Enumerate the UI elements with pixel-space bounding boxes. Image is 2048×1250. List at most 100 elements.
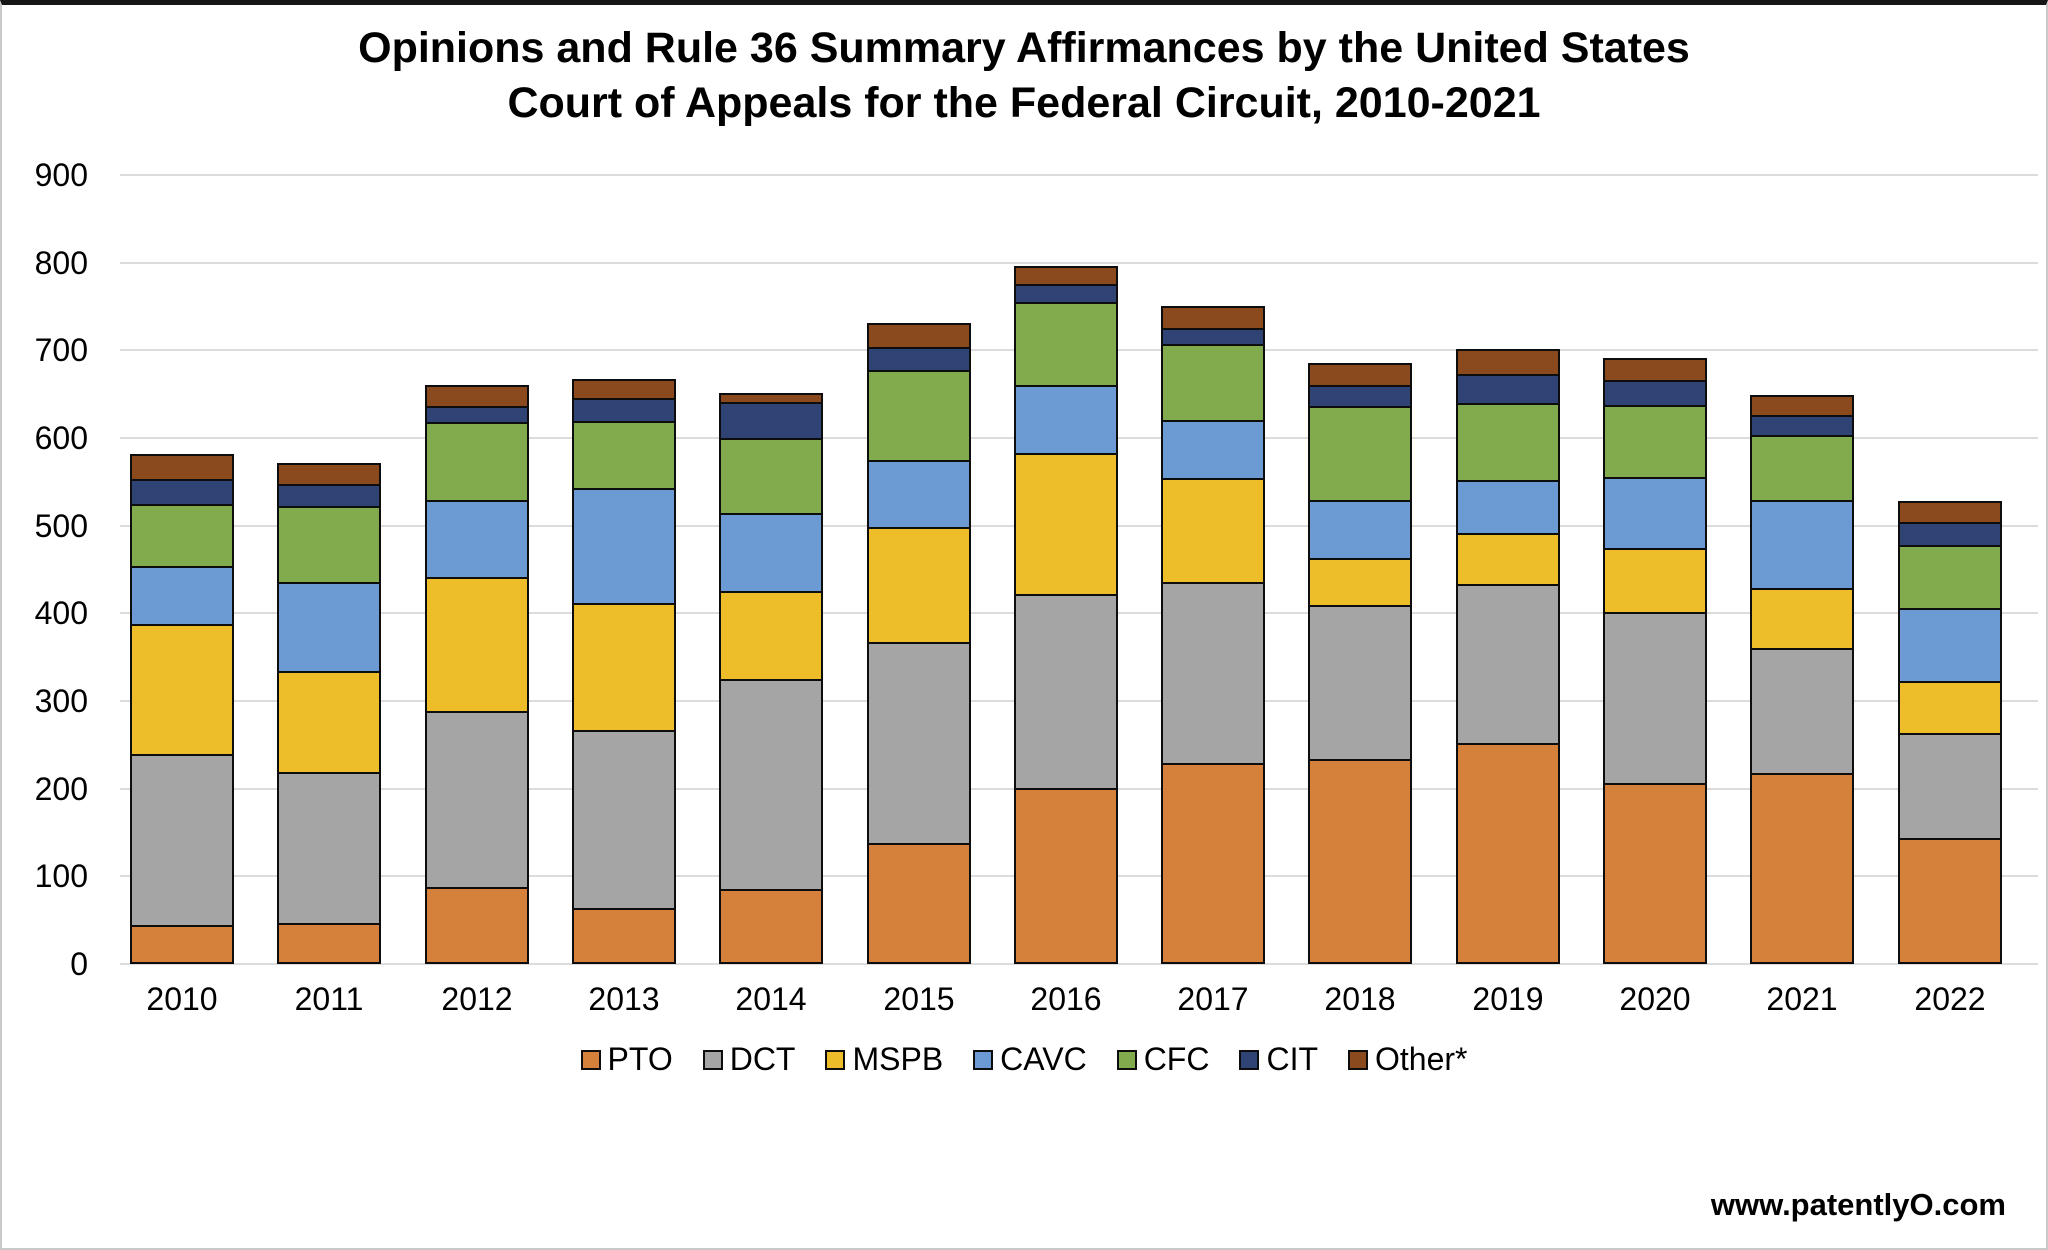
legend-swatch-Other [1348,1049,1368,1070]
bar-segment-2020-PTO [1603,783,1707,964]
bar-segment-2014-PTO [719,889,823,964]
bar-segment-2012-CFC [425,422,529,502]
bar-segment-2010-PTO [130,925,234,964]
bar-segment-2012-PTO [425,887,529,964]
bar-segment-2021-Other [1750,395,1854,417]
bar-segment-2022-CAVC [1898,608,2002,683]
bar-segment-2012-MSPB [425,577,529,713]
legend-swatch-MSPB [825,1049,846,1070]
bar-segment-2017-CAVC [1161,420,1265,480]
bar-segment-2015-PTO [867,843,971,964]
x-axis-tick-label-2017: 2017 [1177,981,1249,1017]
bar-segment-2021-CAVC [1750,500,1854,590]
bar-segment-2010-Other [130,454,234,481]
bar-segment-2012-Other [425,385,529,408]
bar-segment-2022-PTO [1898,838,2002,964]
x-axis-tick-label-2015: 2015 [883,981,955,1017]
x-axis-tick-label-2010: 2010 [146,981,218,1017]
bar-segment-2015-MSPB [867,527,971,644]
y-axis-tick-label: 900 [34,157,88,193]
bar-segment-2018-Other [1308,363,1412,387]
bar-segment-2019-CAVC [1456,480,1560,535]
y-axis-tick-label: 0 [70,946,88,982]
bar-segment-2013-DCT [572,730,676,910]
bar-segment-2021-CIT [1750,415,1854,437]
bar-segment-2016-CAVC [1014,385,1118,455]
legend-item-CIT: CIT [1239,1041,1318,1078]
bar-segment-2020-CAVC [1603,477,1707,550]
bar-segment-2019-MSPB [1456,533,1560,586]
bar-segment-2021-DCT [1750,648,1854,775]
x-axis-tick-label-2016: 2016 [1030,981,1102,1017]
bar-segment-2011-DCT [277,772,381,925]
bar-segment-2020-CFC [1603,405,1707,479]
bar-segment-2013-PTO [572,908,676,964]
bar-segment-2020-Other [1603,358,1707,382]
bar-segment-2021-CFC [1750,435,1854,502]
bar-segment-2013-Other [572,379,676,400]
bar-segment-2017-CIT [1161,328,1265,346]
bar-segment-2016-PTO [1014,788,1118,964]
bar-segment-2017-Other [1161,306,1265,330]
bar-segment-2015-CFC [867,370,971,462]
x-axis-tick-label-2022: 2022 [1914,981,1986,1017]
bar-segment-2016-CFC [1014,302,1118,387]
y-axis-tick-label: 600 [34,420,88,456]
chart-title-line2: Court of Appeals for the Federal Circuit… [507,79,1541,128]
bar-segment-2016-Other [1014,266,1118,286]
bar-segment-2019-DCT [1456,584,1560,745]
bar-segment-2015-CIT [867,347,971,372]
legend-label: DCT [729,1041,796,1077]
gridline-800 [120,262,2038,264]
bar-segment-2014-CIT [719,402,823,440]
legend-item-DCT: DCT [702,1041,796,1078]
bar-segment-2018-DCT [1308,605,1412,761]
bar-segment-2016-MSPB [1014,453,1118,596]
y-axis-tick-label: 800 [34,245,88,281]
legend-swatch-PTO [580,1049,601,1070]
bar-segment-2021-MSPB [1750,588,1854,650]
bar-segment-2013-CAVC [572,488,676,605]
bar-segment-2017-PTO [1161,763,1265,964]
bar-segment-2010-DCT [130,754,234,927]
bar-segment-2013-CFC [572,421,676,490]
bar-segment-2020-DCT [1603,612,1707,785]
y-axis-tick-label: 100 [34,858,88,894]
bar-segment-2011-CIT [277,484,381,508]
bar-segment-2019-CIT [1456,374,1560,405]
legend: PTO DCT MSPB CAVC CFC CIT Other* [2,1041,2046,1078]
bar-segment-2012-CAVC [425,500,529,579]
bar-segment-2011-CFC [277,506,381,584]
x-axis-tick-label-2018: 2018 [1324,981,1396,1017]
watermark: www.patentlyO.com [1710,1187,2006,1222]
bar-segment-2022-CIT [1898,522,2002,547]
x-axis-tick-label-2014: 2014 [735,981,807,1017]
bar-segment-2017-CFC [1161,344,1265,422]
y-axis-tick-label: 300 [34,683,88,719]
bar-segment-2012-DCT [425,711,529,889]
x-axis-tick-label-2020: 2020 [1619,981,1691,1017]
y-axis-tick-label: 500 [34,508,88,544]
legend-swatch-CIT [1239,1049,1260,1070]
bar-segment-2021-PTO [1750,773,1854,964]
bar-segment-2022-Other [1898,501,2002,524]
bar-segment-2011-CAVC [277,582,381,673]
bar-segment-2015-CAVC [867,460,971,529]
bar-segment-2022-MSPB [1898,681,2002,735]
legend-label: CAVC [1000,1041,1087,1077]
bar-segment-2014-CFC [719,438,823,515]
legend-item-PTO: PTO [580,1041,673,1078]
bar-segment-2018-CIT [1308,385,1412,408]
bar-segment-2014-CAVC [719,513,823,593]
bar-segment-2016-DCT [1014,594,1118,790]
bar-segment-2017-MSPB [1161,478,1265,584]
bar-segment-2018-CFC [1308,406,1412,502]
x-axis-tick-label-2019: 2019 [1472,981,1544,1017]
bar-segment-2010-CFC [130,504,234,568]
legend-swatch-CAVC [973,1049,994,1070]
bar-segment-2014-DCT [719,679,823,891]
bar-segment-2013-MSPB [572,603,676,732]
x-axis-tick-label-2021: 2021 [1766,981,1838,1017]
chart-title: Opinions and Rule 36 Summary Affirmances… [2,21,2046,131]
